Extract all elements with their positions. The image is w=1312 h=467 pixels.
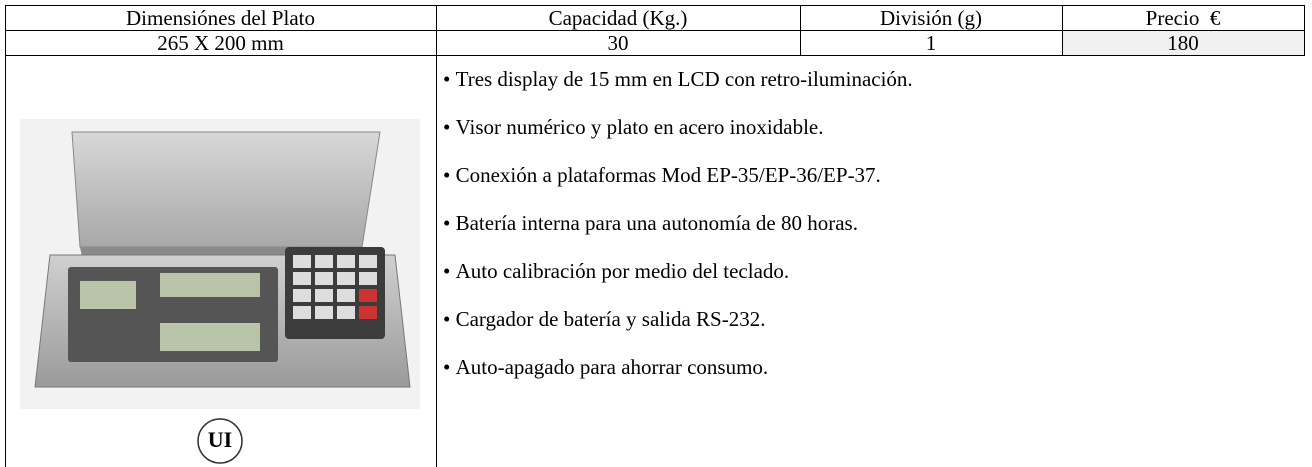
border [5,30,1305,31]
data-cell: 1 [925,30,937,55]
border [5,5,1305,6]
feature-item: Cargador de batería y salida RS-232. [443,307,766,332]
feature-item: Auto-apagado para ahorrar consumo. [443,355,769,380]
header-cell: Precio € [1145,5,1221,30]
data-cell: 265 X 200 mm [157,30,284,55]
header-cell: División (g) [879,5,983,30]
header-cell: Dimensiónes del Plato [126,5,315,30]
feature-item: Conexión a plataformas Mod EP-35/EP-36/E… [443,163,881,188]
feature-item: Auto calibración por medio del teclado. [443,259,790,284]
border [1062,5,1063,55]
header-cell: Capacidad (Kg.) [548,5,688,30]
product-image: UI [20,119,420,464]
border [5,5,6,467]
data-cell: 180 [1167,30,1199,55]
border [5,55,1305,56]
data-cell: 30 [607,30,629,55]
logo-text: UI [208,427,232,452]
feature-item: Tres display de 15 mm en LCD con retro-i… [443,67,913,92]
border [1304,5,1305,55]
border [800,5,801,55]
feature-item: Visor numérico y plato en acero inoxidab… [443,115,824,140]
border [436,5,437,467]
feature-item: Batería interna para una autonomía de 80… [443,211,858,236]
price-background [1063,31,1304,55]
